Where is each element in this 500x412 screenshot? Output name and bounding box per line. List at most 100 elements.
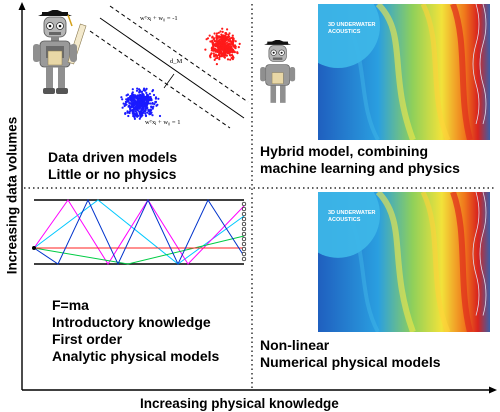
blue-point xyxy=(133,100,136,104)
receiver-element xyxy=(241,201,247,207)
red-point xyxy=(233,44,237,47)
blue-point xyxy=(134,96,138,99)
red-point xyxy=(236,52,239,55)
blue-point xyxy=(150,98,153,102)
red-point xyxy=(220,55,224,58)
red-point xyxy=(226,58,230,61)
top-right-badge-line-2: ACOUSTICS xyxy=(328,29,361,35)
red-point xyxy=(234,40,237,43)
blue-point xyxy=(124,100,127,103)
blue-point xyxy=(126,110,129,113)
robot-graduate-icon-2 xyxy=(260,40,296,103)
red-point xyxy=(227,39,230,43)
blue-point xyxy=(126,98,129,101)
blue-point xyxy=(144,108,147,112)
blue-point xyxy=(124,112,127,115)
red-point xyxy=(209,56,212,59)
red-point xyxy=(217,31,220,34)
red-point xyxy=(234,47,237,50)
red-point xyxy=(211,36,214,39)
blue-point xyxy=(138,88,141,91)
bottom-left-caption: F=ma Introductory knowledge First order … xyxy=(52,297,219,365)
blue-point xyxy=(146,111,149,114)
receiver-element xyxy=(241,206,247,212)
blue-point xyxy=(125,98,128,101)
red-point xyxy=(231,34,234,37)
red-point xyxy=(220,51,223,54)
svm-dashed-line-lower xyxy=(89,30,231,129)
blue-point xyxy=(152,93,156,97)
blue-point xyxy=(149,102,152,105)
blue-point xyxy=(146,107,149,110)
svm-margin-lines xyxy=(89,5,249,129)
top-left-line-2: Little or no physics xyxy=(48,166,177,182)
red-point xyxy=(237,46,240,49)
blue-point xyxy=(134,94,137,97)
red-point xyxy=(229,40,232,43)
blue-point xyxy=(145,103,148,106)
red-point xyxy=(208,34,211,37)
blue-point xyxy=(145,91,148,94)
receiver-element xyxy=(241,221,247,227)
svm-margin-arrow xyxy=(163,73,175,89)
red-point xyxy=(211,39,214,42)
blue-point xyxy=(153,103,156,106)
blue-point xyxy=(151,90,154,93)
blue-point xyxy=(137,107,140,110)
blue-point xyxy=(141,102,144,105)
sound-source xyxy=(32,246,36,250)
red-point xyxy=(212,52,215,55)
red-point xyxy=(215,38,218,41)
blue-point xyxy=(151,102,154,105)
blue-point xyxy=(136,87,139,90)
receiver-element xyxy=(241,211,247,217)
red-point xyxy=(211,41,214,44)
y-axis-label: Increasing data volumes xyxy=(4,116,20,275)
red-point xyxy=(220,37,223,40)
x-axis-label: Increasing physical knowledge xyxy=(140,396,339,411)
blue-point xyxy=(131,102,134,105)
blue-point xyxy=(121,98,124,101)
top-right-caption: Hybrid model, combining machine learning… xyxy=(260,143,460,177)
red-point xyxy=(222,53,225,56)
blue-point xyxy=(130,109,133,112)
red-point xyxy=(218,46,221,50)
red-point xyxy=(230,45,233,48)
blue-point xyxy=(142,94,145,97)
blue-point xyxy=(145,99,148,102)
red-point xyxy=(218,56,221,60)
blue-point xyxy=(145,96,148,99)
receiver-array xyxy=(241,201,247,262)
top-right-line-2: machine learning and physics xyxy=(260,160,460,176)
red-point xyxy=(220,33,223,36)
blue-point xyxy=(138,110,141,113)
y-axis-arrow xyxy=(18,2,26,10)
blue-point xyxy=(139,98,142,101)
top-left-line-1: Data driven models xyxy=(48,149,178,165)
blue-point xyxy=(122,102,125,105)
red-point xyxy=(213,58,216,62)
red-point xyxy=(217,54,220,57)
red-point xyxy=(218,50,221,53)
red-point xyxy=(220,44,223,47)
blue-point-cluster xyxy=(120,87,162,120)
receiver-element xyxy=(241,236,247,242)
receiver-element xyxy=(241,226,247,232)
blue-point xyxy=(132,114,135,118)
blue-point xyxy=(145,105,148,108)
bottom-right-badge-line-2: ACOUSTICS xyxy=(328,217,361,223)
red-point-cluster xyxy=(204,27,241,66)
ray-path xyxy=(33,198,245,266)
blue-point xyxy=(127,105,131,108)
receiver-element xyxy=(241,246,247,252)
blue-point xyxy=(139,101,143,104)
red-point xyxy=(214,44,217,47)
robot-graduate-icon xyxy=(33,10,87,94)
red-point xyxy=(232,41,235,45)
ray-trace-diagram xyxy=(32,198,247,266)
svm-diagram xyxy=(89,5,249,129)
blue-point xyxy=(137,99,140,102)
blue-point xyxy=(125,103,128,106)
red-point xyxy=(219,36,222,39)
